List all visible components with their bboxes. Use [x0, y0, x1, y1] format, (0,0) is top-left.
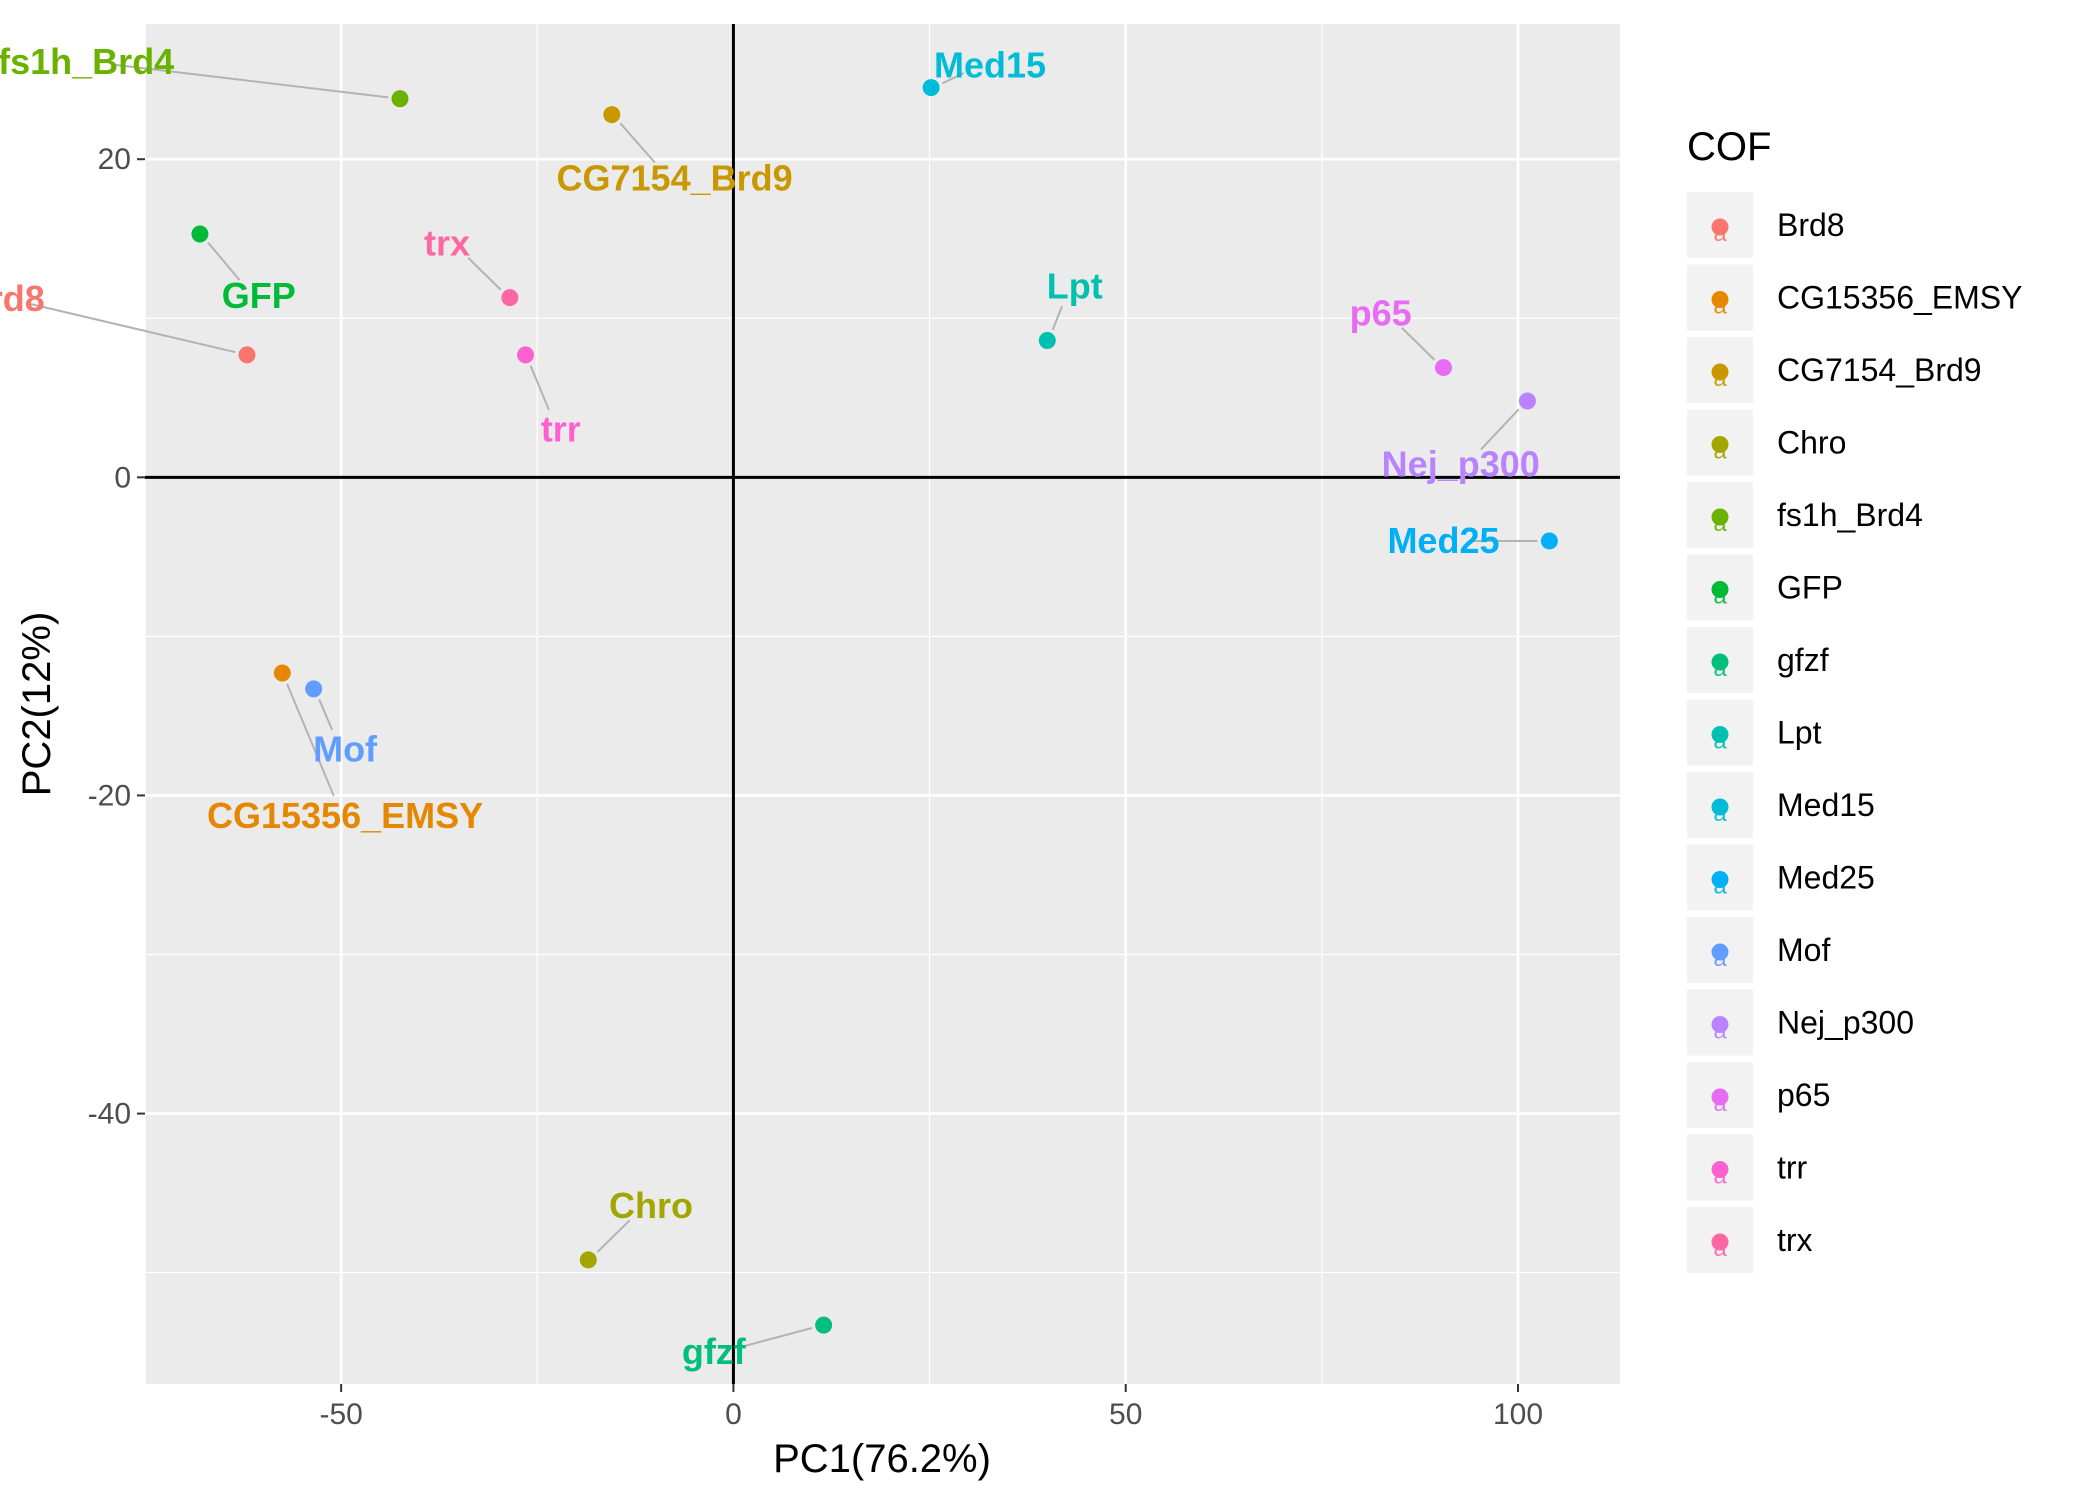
point-label-med25: Med25 — [1387, 520, 1499, 561]
point-gfzf — [815, 1316, 833, 1334]
label-connectors — [30, 63, 1538, 1348]
legend-key-dot-nej-p300 — [1711, 1016, 1729, 1033]
point-label-fs1h-brd4: fs1h_Brd4 — [0, 41, 174, 82]
x-tick-label: 50 — [1109, 1398, 1142, 1431]
y-axis-title: PC2(12%) — [15, 612, 59, 797]
point-label-med15: Med15 — [934, 44, 1046, 85]
legend-label-brd8: Brd8 — [1777, 207, 1845, 243]
legend-key-dot-p65 — [1711, 1088, 1729, 1106]
y-tick-label: -40 — [88, 1098, 131, 1131]
connector-p65 — [1401, 327, 1436, 361]
y-tick-label: 0 — [114, 461, 131, 494]
connector-nej-p300 — [1480, 408, 1520, 451]
legend-key-dot-gfp — [1711, 581, 1729, 598]
point-label-brd8: Brd8 — [0, 278, 45, 319]
point-med15 — [922, 79, 940, 97]
point-label-gfzf: gfzf — [682, 1331, 747, 1372]
connector-mof — [318, 699, 334, 731]
point-mof — [305, 680, 323, 698]
legend-label-lpt: Lpt — [1777, 715, 1822, 751]
point-label-chro: Chro — [609, 1185, 693, 1226]
connector-lpt — [1051, 305, 1063, 331]
legend-key-dot-med25 — [1711, 871, 1729, 888]
data-points — [191, 79, 1558, 1334]
point-chro — [579, 1251, 597, 1269]
x-axis-ticks: -50 0 50 100 — [319, 1384, 1543, 1431]
y-tick-label: 20 — [98, 143, 131, 176]
point-label-p65: p65 — [1350, 292, 1412, 333]
plot-panel — [145, 24, 1620, 1384]
point-label-cg7154-brd9: CG7154_Brd9 — [557, 157, 793, 198]
legend-label-gfp: GFP — [1777, 570, 1843, 606]
y-tick-label: -20 — [88, 779, 131, 812]
point-trr — [517, 346, 535, 364]
legend-key-dot-chro — [1711, 436, 1729, 453]
point-brd8 — [238, 346, 256, 364]
y-axis-ticks: -40 -20 0 20 — [88, 143, 145, 1131]
legend-key-dot-trr — [1711, 1161, 1729, 1178]
connector-trx — [467, 257, 502, 291]
legend-label-p65: p65 — [1777, 1077, 1830, 1113]
legend-label-med15: Med15 — [1777, 787, 1875, 823]
x-axis-title: PC1(76.2%) — [773, 1437, 991, 1481]
legend-key-dot-fs1h-brd4 — [1711, 508, 1729, 526]
legend-label-chro: Chro — [1777, 425, 1846, 461]
legend-label-trx: trx — [1777, 1222, 1813, 1258]
legend-label-med25: Med25 — [1777, 860, 1875, 896]
point-p65 — [1434, 359, 1452, 377]
point-labels: Brd8 CG15356_EMSY CG7154_Brd9 Chro fs1h_Brd4… — [0, 41, 1540, 1372]
connector-med15 — [941, 72, 965, 85]
point-fs1h-brd4 — [391, 90, 409, 108]
legend-label-mof: Mof — [1777, 932, 1830, 968]
legend-key-dot-mof — [1711, 943, 1729, 961]
connector-cg15356-emsy — [286, 683, 335, 797]
legend-label-fs1h-brd4: fs1h_Brd4 — [1777, 497, 1923, 533]
point-label-mof: Mof — [313, 728, 378, 769]
point-label-gfp: GFP — [222, 275, 296, 316]
legend-key-dot-lpt — [1711, 726, 1729, 743]
x-tick-label: 0 — [725, 1398, 742, 1431]
point-nej-p300 — [1518, 392, 1536, 410]
connector-brd8 — [30, 303, 236, 354]
connector-fs1h-brd4 — [113, 63, 389, 99]
point-cg7154-brd9 — [603, 106, 621, 124]
point-cg15356-emsy — [273, 664, 291, 682]
connector-trr — [529, 365, 550, 411]
x-tick-label: -50 — [319, 1398, 362, 1431]
point-label-trx: trx — [424, 223, 470, 264]
grid-minor — [144, 24, 1620, 1384]
legend: COF aBrd8aCG15356_EMSYaCG7154_Brd9aChroa… — [1687, 125, 2022, 1273]
legend-title: COF — [1687, 125, 1771, 169]
legend-key-dot-cg7154-brd9 — [1711, 363, 1729, 381]
legend-key-dot-med15 — [1711, 798, 1729, 816]
legend-label-cg7154-brd9: CG7154_Brd9 — [1777, 352, 1982, 388]
point-label-nej-p300: Nej_p300 — [1382, 444, 1540, 485]
legend-label-gfzf: gfzf — [1777, 642, 1829, 678]
legend-label-nej-p300: Nej_p300 — [1777, 1005, 1914, 1041]
point-label-trr: trr — [541, 409, 581, 450]
connector-cg7154-brd9 — [619, 122, 656, 164]
point-lpt — [1038, 332, 1056, 350]
point-trx — [501, 289, 519, 307]
x-tick-label: 100 — [1493, 1398, 1543, 1431]
point-label-cg15356-emsy: CG15356_EMSY — [207, 795, 483, 836]
legend-label-cg15356-emsy: CG15356_EMSY — [1777, 280, 2022, 316]
reference-lines — [145, 24, 1620, 1384]
legend-key-dot-brd8 — [1711, 218, 1729, 236]
connector-gfzf — [740, 1327, 813, 1348]
legend-label-trr: trr — [1777, 1150, 1808, 1186]
legend-key-dot-cg15356-emsy — [1711, 291, 1729, 308]
point-gfp — [191, 225, 209, 243]
connector-chro — [596, 1219, 631, 1253]
legend-key-dot-trx — [1711, 1233, 1729, 1251]
connector-gfp — [207, 242, 241, 281]
legend-key-dot-gfzf — [1711, 653, 1729, 671]
point-label-lpt: Lpt — [1047, 265, 1103, 306]
point-med25 — [1540, 532, 1558, 550]
